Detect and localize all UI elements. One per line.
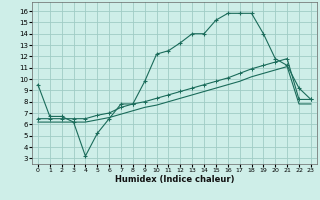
X-axis label: Humidex (Indice chaleur): Humidex (Indice chaleur)	[115, 175, 234, 184]
